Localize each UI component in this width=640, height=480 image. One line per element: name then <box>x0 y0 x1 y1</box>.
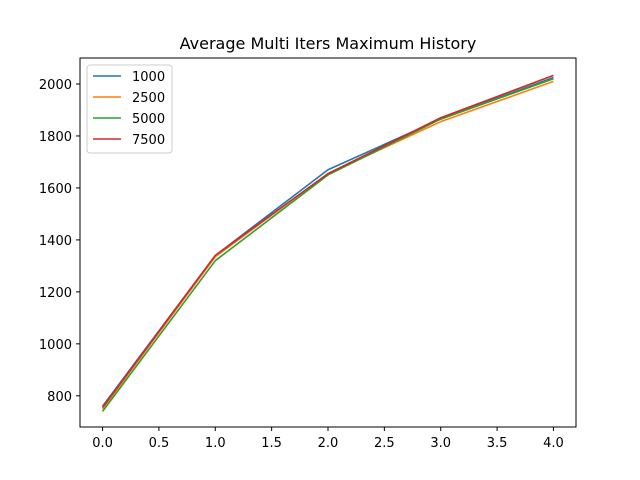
x-tick-label: 2.5 <box>374 436 395 451</box>
x-tick-label: 1.5 <box>261 436 282 451</box>
y-tick-label: 1000 <box>39 338 72 353</box>
y-tick-label: 800 <box>47 390 72 405</box>
legend-label: 2500 <box>132 91 165 106</box>
y-tick-label: 1200 <box>39 286 72 301</box>
y-tick-label: 1800 <box>39 130 72 145</box>
chart-title: Average Multi Iters Maximum History <box>180 34 477 53</box>
legend: 1000 2500 5000 7500 <box>86 64 173 154</box>
x-tick-label: 0.0 <box>92 436 113 451</box>
x-axis: 0.0 0.5 1.0 1.5 2.0 2.5 3.0 3.5 4.0 <box>92 427 564 451</box>
x-tick-label: 0.5 <box>149 436 170 451</box>
legend-label: 1000 <box>132 70 165 85</box>
legend-label: 5000 <box>132 112 165 127</box>
y-tick-label: 1600 <box>39 182 72 197</box>
y-tick-label: 1400 <box>39 234 72 249</box>
series-line-5000 <box>101 78 554 412</box>
x-tick-label: 3.0 <box>430 436 451 451</box>
x-tick-label: 3.5 <box>487 436 508 451</box>
y-tick-label: 2000 <box>39 78 72 93</box>
legend-label: 7500 <box>132 133 165 148</box>
y-axis: 800 1000 1200 1400 1600 1800 2000 <box>39 78 80 405</box>
x-tick-label: 1.0 <box>205 436 226 451</box>
series-line-7500 <box>101 74 554 408</box>
series-lines <box>101 74 554 412</box>
legend-box <box>86 64 173 154</box>
x-tick-label: 2.0 <box>318 436 339 451</box>
x-tick-label: 4.0 <box>543 436 564 451</box>
